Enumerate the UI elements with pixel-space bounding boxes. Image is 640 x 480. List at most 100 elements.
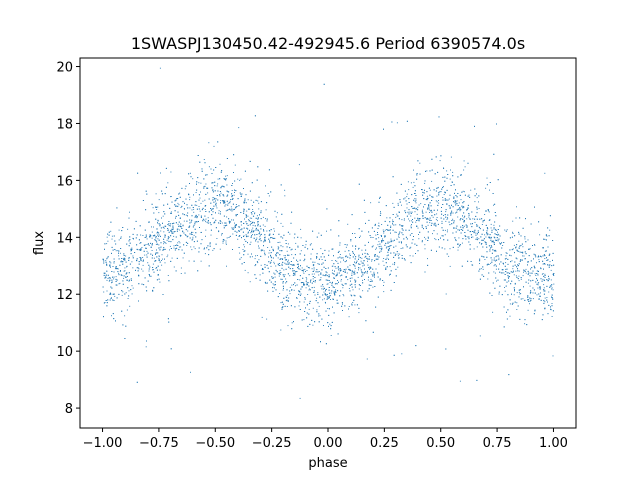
data-point [199, 227, 200, 228]
data-point [188, 226, 190, 228]
data-point [425, 238, 427, 240]
data-point [517, 278, 519, 280]
data-point [445, 348, 447, 350]
data-point [157, 265, 159, 267]
data-point [239, 192, 241, 194]
data-point [418, 238, 420, 240]
data-point [409, 247, 411, 249]
data-point [109, 265, 111, 267]
data-point [160, 242, 162, 244]
data-point [141, 268, 143, 270]
data-point [115, 276, 117, 278]
data-point [193, 260, 195, 262]
data-point [104, 248, 105, 250]
data-point [380, 213, 382, 214]
data-point [435, 239, 437, 241]
data-point [115, 281, 117, 282]
data-point [183, 220, 185, 222]
data-point [235, 215, 237, 217]
data-point [294, 248, 296, 250]
data-point [547, 227, 549, 229]
data-point [254, 225, 256, 227]
data-point [234, 230, 236, 232]
data-point [405, 244, 407, 246]
data-point [265, 209, 267, 211]
data-point [365, 255, 367, 257]
data-point [348, 308, 349, 310]
data-point [163, 241, 165, 243]
data-point [472, 236, 474, 238]
data-point [241, 237, 242, 239]
data-point [422, 212, 424, 214]
data-point [535, 255, 537, 257]
data-point [159, 224, 161, 226]
data-point [284, 195, 286, 197]
data-point [129, 263, 131, 265]
data-point [330, 292, 332, 294]
data-point [171, 257, 173, 259]
data-point [268, 256, 269, 258]
data-point [475, 215, 477, 217]
data-point [551, 294, 553, 296]
data-point [317, 263, 319, 265]
data-point [367, 290, 369, 292]
data-point [393, 239, 395, 241]
data-point [309, 300, 311, 302]
data-point [323, 291, 325, 293]
data-point [154, 234, 156, 236]
data-point [301, 282, 303, 283]
data-point [322, 299, 324, 301]
data-point [286, 296, 288, 298]
data-point [424, 204, 426, 205]
data-point [117, 271, 119, 273]
data-point [416, 173, 418, 174]
data-point [119, 270, 121, 272]
data-point [307, 248, 309, 250]
data-point [433, 224, 435, 226]
data-point [213, 201, 215, 203]
data-point [550, 279, 552, 281]
data-point [375, 306, 377, 308]
data-point [518, 233, 520, 235]
data-point [269, 233, 271, 235]
data-point [111, 235, 113, 237]
data-point [179, 225, 181, 227]
data-point [339, 268, 341, 269]
data-point [282, 281, 284, 283]
data-point [244, 246, 245, 248]
data-point [159, 249, 161, 251]
data-point [385, 235, 386, 237]
data-point [302, 245, 304, 246]
data-point [463, 169, 465, 171]
data-point [162, 258, 163, 260]
data-point [386, 257, 388, 259]
data-point [366, 253, 368, 255]
data-point [349, 269, 351, 271]
data-point [191, 215, 193, 217]
data-point [243, 208, 245, 210]
data-point [385, 267, 387, 269]
data-point [252, 222, 253, 224]
data-point [251, 213, 253, 215]
data-point [338, 250, 340, 252]
data-point [110, 230, 112, 232]
data-point [231, 185, 233, 186]
data-point [191, 234, 193, 235]
data-point [185, 185, 187, 187]
data-point [421, 209, 423, 211]
data-point [206, 221, 208, 223]
data-point [316, 297, 318, 299]
data-point [390, 241, 392, 243]
data-point [113, 258, 115, 260]
data-point [163, 227, 165, 229]
data-point [512, 231, 513, 233]
data-point [440, 237, 441, 239]
data-point [504, 265, 506, 267]
data-point [425, 227, 427, 229]
data-point [431, 222, 433, 224]
data-point [133, 228, 135, 230]
data-point [427, 236, 429, 238]
data-point [387, 254, 389, 256]
data-points [102, 67, 555, 399]
data-point [282, 289, 284, 291]
